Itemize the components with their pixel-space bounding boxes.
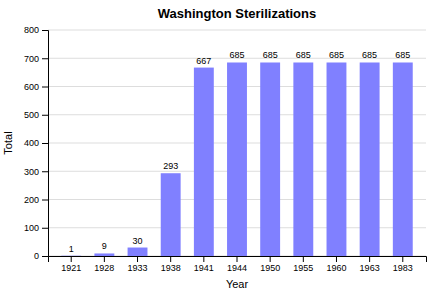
x-tick-label: 1938 bbox=[161, 263, 181, 273]
x-tick-mark bbox=[71, 256, 72, 262]
y-tick: 200 bbox=[24, 195, 48, 205]
x-tick: 1963 bbox=[360, 256, 380, 273]
x-tick-label: 1960 bbox=[326, 263, 346, 273]
x-tick-mark bbox=[369, 256, 370, 262]
bar bbox=[161, 173, 181, 256]
x-tick: 1933 bbox=[128, 256, 148, 273]
x-tick-label: 1983 bbox=[393, 263, 413, 273]
y-tick-mark bbox=[42, 87, 48, 88]
bar bbox=[293, 62, 313, 256]
x-tick: 1941 bbox=[194, 256, 214, 273]
y-tick-mark bbox=[42, 30, 48, 31]
data-label: 685 bbox=[229, 50, 244, 60]
data-label: 1 bbox=[69, 244, 74, 254]
data-label: 685 bbox=[329, 50, 344, 60]
bar bbox=[327, 62, 347, 256]
y-tick-label: 100 bbox=[24, 223, 39, 233]
bar bbox=[393, 62, 413, 256]
y-tick-label: 700 bbox=[24, 54, 39, 64]
x-tick: 1960 bbox=[326, 256, 346, 273]
bar bbox=[61, 255, 81, 256]
data-label: 685 bbox=[395, 50, 410, 60]
x-tick-mark bbox=[336, 256, 337, 262]
x-tick: 1950 bbox=[260, 256, 280, 273]
x-tick-mark bbox=[104, 256, 105, 262]
data-label: 685 bbox=[263, 50, 278, 60]
bar bbox=[94, 253, 114, 256]
data-label: 685 bbox=[362, 50, 377, 60]
x-tick-mark bbox=[303, 256, 304, 262]
y-tick: 800 bbox=[24, 25, 48, 35]
x-tick-mark bbox=[237, 256, 238, 262]
x-axis-title: Year bbox=[226, 278, 249, 290]
bar bbox=[194, 68, 214, 256]
y-tick: 500 bbox=[24, 110, 48, 120]
data-label: 30 bbox=[133, 236, 143, 246]
x-tick-mark bbox=[270, 256, 271, 262]
y-tick-label: 800 bbox=[24, 25, 39, 35]
x-tick-mark bbox=[170, 256, 171, 262]
y-tick: 0 bbox=[34, 251, 48, 261]
x-tick-label: 1941 bbox=[194, 263, 214, 273]
y-tick-mark bbox=[42, 143, 48, 144]
bar bbox=[360, 62, 380, 256]
x-tick-label: 1950 bbox=[260, 263, 280, 273]
y-tick: 700 bbox=[24, 54, 48, 64]
y-tick: 300 bbox=[24, 167, 48, 177]
y-axis-title: Total bbox=[2, 131, 14, 154]
y-tick-mark bbox=[42, 171, 48, 172]
data-labels: 1 9 30 293 667 685 685 685 685 685 685 bbox=[69, 50, 411, 253]
y-tick-label: 300 bbox=[24, 167, 39, 177]
data-label: 667 bbox=[196, 56, 211, 66]
x-tick-label: 1921 bbox=[61, 263, 81, 273]
bar bbox=[128, 248, 148, 256]
plot: 1 9 30 293 667 685 685 685 685 685 685 1921 1928 1933… bbox=[24, 25, 427, 273]
x-tick-label: 1933 bbox=[128, 263, 148, 273]
x-tick: 1928 bbox=[94, 256, 114, 273]
axis-domain bbox=[49, 257, 427, 263]
x-tick: 1921 bbox=[61, 256, 81, 273]
y-tick: 600 bbox=[24, 82, 48, 92]
x-tick-label: 1928 bbox=[94, 263, 114, 273]
data-label: 685 bbox=[296, 50, 311, 60]
y-tick-label: 0 bbox=[34, 251, 39, 261]
x-tick-label: 1963 bbox=[360, 263, 380, 273]
y-tick-label: 400 bbox=[24, 138, 39, 148]
x-tick-label: 1944 bbox=[227, 263, 247, 273]
axis-domain bbox=[42, 31, 49, 257]
data-label: 293 bbox=[163, 161, 178, 171]
x-tick-mark bbox=[402, 256, 403, 262]
y-tick-label: 600 bbox=[24, 82, 39, 92]
y-tick: 400 bbox=[24, 138, 48, 148]
data-label: 9 bbox=[102, 241, 107, 251]
y-axis: 0 100 200 300 400 500 600 700 800 bbox=[24, 25, 49, 261]
bars bbox=[61, 62, 412, 256]
y-tick-mark bbox=[42, 115, 48, 116]
chart: 1 9 30 293 667 685 685 685 685 685 685 1921 1928 1933… bbox=[0, 0, 438, 294]
y-tick-mark bbox=[42, 256, 48, 257]
x-tick-mark bbox=[137, 256, 138, 262]
x-tick: 1983 bbox=[393, 256, 413, 273]
y-tick: 100 bbox=[24, 223, 48, 233]
y-tick-label: 500 bbox=[24, 110, 39, 120]
y-tick-mark bbox=[42, 58, 48, 59]
bar bbox=[227, 62, 247, 256]
y-tick-label: 200 bbox=[24, 195, 39, 205]
x-axis: 1921 1928 1933 1938 1941 1944 1950 1955 1960 1963… bbox=[49, 256, 427, 273]
x-tick-mark bbox=[203, 256, 204, 262]
title: Washington Sterilizations bbox=[158, 6, 316, 21]
x-tick: 1938 bbox=[161, 256, 181, 273]
y-tick-mark bbox=[42, 228, 48, 229]
bar bbox=[260, 62, 280, 256]
x-tick: 1944 bbox=[227, 256, 247, 273]
grid bbox=[48, 30, 426, 256]
x-tick-label: 1955 bbox=[293, 263, 313, 273]
grid-line bbox=[48, 30, 426, 31]
y-tick-mark bbox=[42, 200, 48, 201]
x-tick: 1955 bbox=[293, 256, 313, 273]
